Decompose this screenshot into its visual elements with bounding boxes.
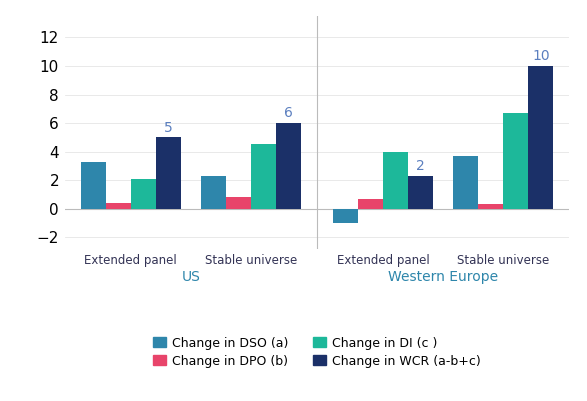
Text: 10: 10 xyxy=(532,49,549,63)
Bar xyxy=(131,179,156,209)
Bar xyxy=(358,198,383,209)
Bar xyxy=(226,197,251,209)
Bar xyxy=(81,162,106,209)
Text: Extended panel: Extended panel xyxy=(84,253,177,267)
Bar xyxy=(156,137,181,209)
Bar xyxy=(453,156,478,209)
Text: Stable universe: Stable universe xyxy=(457,253,549,267)
Bar xyxy=(333,209,358,223)
Text: US: US xyxy=(181,270,200,284)
Text: Western Europe: Western Europe xyxy=(388,270,498,284)
Bar xyxy=(503,113,528,209)
Bar xyxy=(408,176,433,209)
Text: Extended panel: Extended panel xyxy=(336,253,430,267)
Bar xyxy=(201,176,226,209)
Bar xyxy=(383,152,408,209)
Text: Stable universe: Stable universe xyxy=(205,253,297,267)
Bar xyxy=(478,205,503,209)
Bar xyxy=(106,203,131,209)
Bar xyxy=(276,123,301,209)
Bar xyxy=(528,66,553,209)
Text: 2: 2 xyxy=(416,159,425,173)
Legend: Change in DSO (a), Change in DPO (b), Change in DI (c ), Change in WCR (a-b+c): Change in DSO (a), Change in DPO (b), Ch… xyxy=(148,332,486,373)
Bar xyxy=(251,144,276,209)
Text: 5: 5 xyxy=(164,121,173,135)
Text: 6: 6 xyxy=(284,107,293,120)
